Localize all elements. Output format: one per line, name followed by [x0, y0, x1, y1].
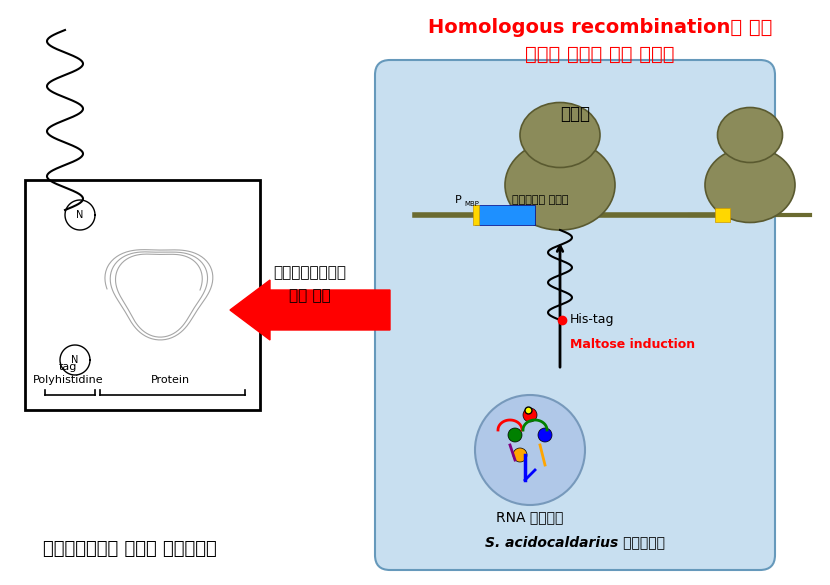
Bar [475, 205, 535, 225]
Text: Homologous recombination을 통해: Homologous recombination을 통해 [427, 18, 772, 37]
Bar [715, 208, 730, 222]
Ellipse shape [705, 147, 795, 222]
Ellipse shape [520, 102, 600, 167]
Text: 통한 발현: 통한 발현 [289, 288, 331, 303]
FancyBboxPatch shape [375, 60, 775, 570]
Text: His-tag: His-tag [570, 314, 614, 326]
Text: 발현유전체연구를: 발현유전체연구를 [274, 265, 346, 280]
Text: 폴리히스티딘이 첨가된 목적단백질: 폴리히스티딘이 첨가된 목적단백질 [43, 540, 217, 558]
Text: N: N [76, 210, 84, 220]
Circle shape [538, 428, 552, 442]
Text: Protein: Protein [150, 375, 189, 385]
Text: N: N [71, 355, 79, 365]
Text: tag: tag [59, 362, 77, 372]
Text: 새롭게 설계된 목적 유전자: 새롭게 설계된 목적 유전자 [525, 45, 675, 64]
Text: 목적단백질 유전자: 목적단백질 유전자 [512, 195, 569, 205]
Ellipse shape [717, 108, 783, 163]
FancyArrow shape [230, 280, 390, 340]
Text: P: P [455, 195, 462, 205]
Circle shape [523, 408, 537, 422]
FancyBboxPatch shape [25, 180, 260, 410]
Bar [473, 205, 479, 225]
Circle shape [513, 448, 527, 462]
Text: RNA 중합효소: RNA 중합효소 [496, 510, 564, 524]
Ellipse shape [505, 140, 615, 230]
Text: MBP: MBP [464, 201, 479, 207]
Circle shape [508, 428, 522, 442]
Text: 리보솜: 리보솜 [560, 105, 590, 123]
Text: Maltose induction: Maltose induction [570, 339, 696, 352]
Text: S. acidocaldarius 발현유전체: S. acidocaldarius 발현유전체 [485, 535, 665, 549]
Text: Polyhistidine: Polyhistidine [32, 375, 103, 385]
Circle shape [475, 395, 585, 505]
